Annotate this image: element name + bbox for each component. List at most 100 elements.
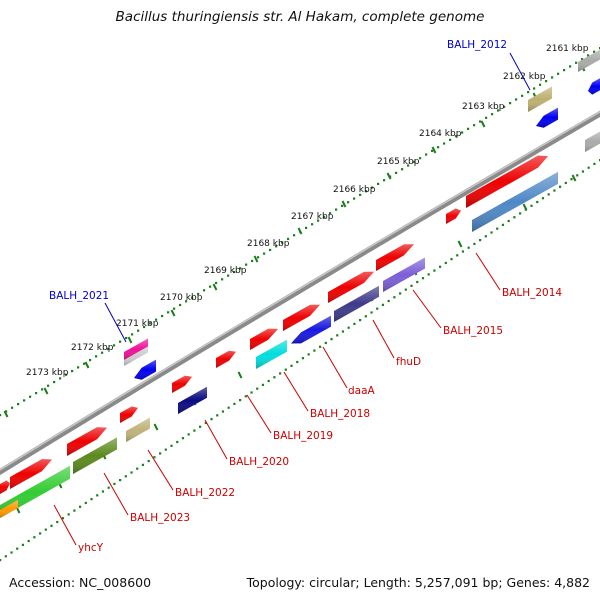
- inner-tick-dot: [204, 421, 207, 425]
- inner-tick-dot: [507, 219, 510, 223]
- inner-tick-dot: [147, 459, 150, 463]
- gene-label: BALH_2022: [175, 487, 235, 499]
- inner-tick-dot: [387, 299, 390, 303]
- accession-text: Accession: NC_008600: [9, 575, 152, 590]
- major-tick: [297, 227, 303, 235]
- kbp-label: 2172 kbp: [71, 343, 114, 353]
- outer-tick-dot: [131, 333, 134, 336]
- inner-tick-dot: [296, 360, 299, 364]
- gene-label: BALH_2021: [49, 290, 109, 302]
- outer-tick-dot: [425, 153, 428, 156]
- outer-tick-dot: [533, 87, 536, 90]
- outer-tick-dot: [11, 406, 14, 409]
- outer-tick-dot: [227, 274, 230, 277]
- inner-tick-dot: [170, 444, 173, 447]
- outer-tick-dot: [569, 65, 572, 68]
- outer-tick-dot: [449, 138, 452, 141]
- outer-tick-dot: [581, 58, 584, 61]
- gene-arrow-shading: [134, 359, 156, 380]
- inner-tick-dot: [199, 425, 202, 428]
- gene-label: fhuD: [396, 356, 421, 368]
- outer-tick-dot: [239, 267, 242, 270]
- label-leader-line: [412, 289, 442, 329]
- major-tick: [253, 255, 259, 263]
- outer-tick-dot: [515, 98, 518, 101]
- outer-tick-dot: [257, 256, 260, 259]
- outer-tick-dot: [431, 149, 434, 152]
- outer-tick-dot: [233, 270, 236, 274]
- outer-tick-dot: [557, 72, 560, 75]
- label-leader-line: [372, 319, 395, 359]
- outer-tick-dot: [527, 91, 530, 94]
- outer-tick-dot: [23, 399, 26, 402]
- label-leader-line: [204, 419, 228, 460]
- outer-tick-dot: [305, 226, 308, 230]
- outer-tick-dot: [143, 325, 146, 329]
- inner-tick-dot: [39, 532, 42, 535]
- inner-tick-dot: [381, 303, 385, 306]
- outer-tick-dot: [209, 285, 212, 288]
- major-tick: [170, 309, 176, 317]
- major-tick: [571, 174, 577, 182]
- outer-tick-dot: [35, 391, 38, 395]
- gene-arrow-shading: [466, 155, 548, 208]
- inner-tick-dot: [0, 559, 2, 562]
- kbp-labels: 2161 kbp 2162 kbp 2163 kbp 2164 kbp 2165 kbp…: [26, 44, 589, 378]
- major-tick: [457, 240, 463, 248]
- label-leader-line: [104, 302, 127, 343]
- outer-tick-dot: [215, 281, 218, 285]
- kbp-label: 2162 kbp: [503, 72, 546, 82]
- gene-arrow-shading: [536, 107, 558, 128]
- major-tick: [212, 283, 218, 291]
- page-title: Bacillus thuringiensis str. Al Hakam, co…: [115, 9, 485, 25]
- outer-tick-dot: [281, 241, 284, 244]
- inner-tick-dot: [399, 292, 402, 295]
- label-leader-line: [283, 371, 309, 412]
- inner-tick-dot: [181, 437, 185, 440]
- inner-tick-dot: [376, 307, 379, 310]
- inner-tick-dot: [16, 547, 19, 550]
- inner-tick-dot: [193, 429, 196, 432]
- gene-block-shading: [126, 417, 150, 442]
- outer-tick-dot: [443, 142, 446, 145]
- gene-arrow-shading: [120, 406, 138, 423]
- outer-tick-dot: [359, 193, 362, 196]
- outer-tick-dot: [149, 322, 152, 325]
- inner-tick-dot: [61, 517, 65, 520]
- inner-tick-dot: [130, 471, 133, 474]
- outer-tick-dot: [17, 402, 20, 406]
- outer-tick-dot: [413, 160, 416, 163]
- kbp-label: 2168 kbp: [247, 239, 290, 249]
- inner-tick-dot: [210, 418, 213, 421]
- inner-tick-dot: [433, 269, 436, 272]
- major-tick: [43, 387, 49, 395]
- gene-label: BALH_2018: [310, 408, 370, 420]
- outer-tick-dot: [5, 410, 8, 413]
- inner-tick-dot: [530, 204, 533, 207]
- outer-tick-dot: [371, 186, 374, 189]
- kbp-label: 2170 kbp: [160, 293, 203, 303]
- outer-tick-dot: [323, 215, 326, 219]
- outer-tick-dot: [401, 168, 404, 171]
- inner-tick-dot: [267, 379, 270, 383]
- inner-tick-dot: [593, 162, 596, 166]
- inner-tick-dot: [113, 482, 116, 486]
- genome-backbone-highlight: [0, 110, 600, 471]
- gene-arrow-shading: [67, 427, 107, 456]
- kbp-label: 2167 kbp: [291, 212, 334, 222]
- outer-tick-dot: [377, 182, 380, 185]
- inner-tick-dot: [4, 555, 7, 558]
- major-tick: [127, 336, 133, 344]
- outer-tick-dot: [491, 113, 494, 116]
- label-leaders: [53, 52, 531, 546]
- outer-tick-dot: [89, 358, 92, 362]
- outer-tick-dot: [113, 344, 116, 347]
- label-leader-line: [103, 472, 129, 516]
- outer-tick-dot: [65, 373, 68, 376]
- inner-tick-dot: [553, 189, 556, 192]
- inner-tick-dot: [227, 406, 230, 409]
- gene-label: daaA: [348, 385, 376, 397]
- gene-arrow-shading: [0, 480, 10, 494]
- inner-tick-dot: [313, 349, 316, 352]
- major-tick: [153, 423, 159, 431]
